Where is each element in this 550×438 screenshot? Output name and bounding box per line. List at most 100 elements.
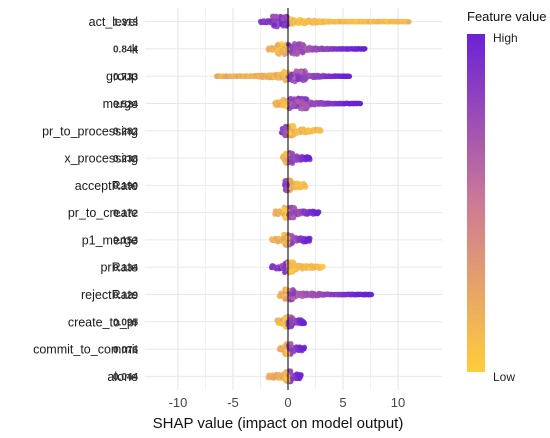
x-tick-label: -10 [169,395,188,410]
feature-row-group [213,68,353,85]
shap-point [316,209,322,215]
feature-label-prRate: prRate [100,261,138,275]
legend-title: Feature value [467,9,547,24]
shap-point [284,286,290,293]
mean-shap-rejectRate: 0.129 [113,290,138,301]
data-points [213,13,412,385]
shap-point [286,212,292,218]
feature-label-create_to_pr: create_to_pr [68,315,138,329]
feature-label-x_processing: x_processing [64,152,138,166]
mean-shap-acceptRate: 0.190 [113,181,138,192]
shap-point [271,22,277,28]
shap-point [280,102,286,108]
shap-point [279,49,285,55]
feature-label-acceptRate: acceptRate [75,179,138,193]
feature-label-alone: alone [107,370,138,384]
shap-point [320,263,326,270]
feature-row-pr_to_processing [278,123,324,139]
shap-point [289,232,295,239]
shap-point [358,100,364,107]
mean-shap-prRate: 0.134 [113,263,138,274]
shap-point [281,22,287,29]
shap-point [283,152,289,158]
shap-point [282,269,288,275]
feature-label-merge: merge [103,97,138,111]
shap-point [290,214,296,220]
mean-shap-commit_to_commit: 0.076 [113,345,138,356]
shap-point [282,132,288,138]
feature-row-pr_to_create [272,204,322,221]
shap-point [284,376,290,382]
shap-point [362,46,368,52]
x-axis-ticks: -10 -5 0 5 10 [169,395,406,410]
shap-point [270,13,276,19]
feature-row-commit_to_commit [276,341,308,358]
feature-label-group: group [106,70,138,84]
feature-row-act_level [257,13,412,30]
shap-point [289,268,295,274]
mean-shap-p1_merge: 0.153 [113,236,138,247]
shap-point [288,263,294,269]
shap-point [279,98,285,104]
shap-point [274,48,280,55]
feature-row-p1_merge [268,231,313,248]
feature-row-merge [272,95,364,112]
shap-point [279,41,285,47]
mean-shap-pr_to_create: 0.172 [113,208,138,219]
mean-shap-x_processing: 0.238 [113,154,138,165]
shap-point [296,76,302,82]
mean-shap-act_level: 1.313 [113,17,138,28]
mean-shap-group: 0.733 [113,72,138,83]
shap-point [274,14,280,20]
shap-point [301,344,308,350]
shap-point [298,372,304,378]
shap-point [303,104,309,110]
shap-point [289,152,295,158]
x-tick-label: 5 [339,395,346,410]
feature-label-pr_to_create: pr_to_create [68,206,138,220]
legend: Feature value High Low [467,9,547,384]
shap-point [347,73,353,79]
shap-point [288,347,294,353]
shap-point [298,68,304,74]
shap-point [295,41,302,47]
mean-shap-k: 0.844 [113,45,138,56]
shap-point [284,240,290,246]
shap-point [288,73,294,79]
shap-point [294,98,301,104]
feature-label-commit_to_commit: commit_to_commit [33,343,138,357]
x-axis-title: SHAP value (impact on model output) [153,415,404,432]
shap-point [406,19,412,25]
feature-label-rejectRate: rejectRate [81,288,138,302]
shap-point [284,46,290,52]
mean-shap-pr_to_processing: 0.282 [113,127,138,138]
feature-label-p1_merge: p1_merge [82,233,138,247]
feature-label-pr_to_processing: pr_to_processing [42,124,138,138]
shap-point [290,291,296,297]
shap-point [282,125,288,131]
legend-low-label: Low [493,370,515,384]
legend-colorbar [467,34,485,372]
shap-point [281,15,287,21]
shap-point [293,68,299,74]
x-tick-label: 10 [391,395,405,410]
shap-point [302,74,308,80]
feature-label-k: k [132,42,139,56]
shap-point [292,205,298,211]
shap-point [274,42,281,48]
feature-row-rejectRate [276,286,375,303]
shap-point [288,95,294,101]
shap-point [281,207,287,213]
shap-point [301,320,308,327]
shap-point [307,235,313,241]
shap-point [291,103,297,109]
legend-high-label: High [493,31,518,45]
shap-point [291,132,297,138]
shap-point [369,292,375,298]
shap-point [295,49,301,55]
plot-area [145,8,442,390]
x-tick-label: 0 [284,395,291,410]
shap-point [318,128,324,134]
mean-shap-merge: 0.524 [113,99,138,110]
